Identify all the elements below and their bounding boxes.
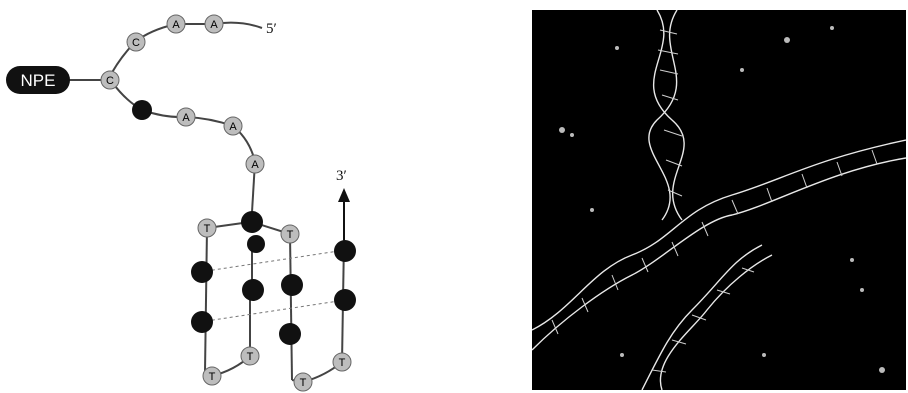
svg-text:A: A	[172, 19, 180, 31]
base-a-1: A	[205, 15, 223, 33]
svg-text:A: A	[229, 121, 237, 133]
guanine-8	[279, 323, 301, 345]
npe-tag: NPE	[6, 66, 70, 94]
npe-tag-label: NPE	[21, 71, 56, 90]
svg-text:C: C	[106, 75, 114, 87]
guanine-3	[191, 261, 213, 283]
base-a-3: A	[177, 108, 195, 126]
svg-text:T: T	[300, 377, 307, 389]
guanine-5	[281, 274, 303, 296]
base-t-4: T	[203, 367, 221, 385]
guanine-1	[241, 211, 263, 233]
dna-quadruplex-diagram: NPE A A C C A A A T T T T T T 5′ 3′	[0, 0, 520, 393]
guanine-6	[334, 240, 356, 262]
tetrad-planes	[200, 250, 345, 322]
svg-text:T: T	[247, 351, 254, 363]
base-dark-1	[132, 100, 152, 120]
svg-text:C: C	[132, 37, 140, 49]
three-prime-arrow	[338, 188, 350, 240]
svg-text:A: A	[251, 159, 259, 171]
base-t-1: T	[198, 219, 216, 237]
guanine-7	[191, 311, 213, 333]
base-c-1: C	[127, 33, 145, 51]
svg-text:A: A	[210, 19, 218, 31]
base-a-4: A	[224, 117, 242, 135]
guanine-4	[242, 279, 264, 301]
svg-text:A: A	[182, 112, 190, 124]
guanine-2	[247, 235, 265, 253]
base-c-2: C	[101, 71, 119, 89]
base-t-3: T	[241, 347, 259, 365]
base-t-5: T	[294, 373, 312, 391]
three-prime-label: 3′	[336, 168, 347, 184]
guanine-9	[334, 289, 356, 311]
svg-text:T: T	[204, 223, 211, 235]
base-a-2: A	[167, 15, 185, 33]
dna-micrograph	[532, 10, 906, 390]
strand-bases: A A C C A A A	[101, 15, 264, 173]
base-t-2: T	[281, 225, 299, 243]
quadruplex-bases: T T T T T T	[191, 211, 356, 391]
base-t-6: T	[333, 353, 351, 371]
base-a-5: A	[246, 155, 264, 173]
five-prime-label: 5′	[266, 21, 277, 37]
svg-text:T: T	[339, 357, 346, 369]
svg-text:T: T	[287, 229, 294, 241]
svg-text:T: T	[209, 371, 216, 383]
